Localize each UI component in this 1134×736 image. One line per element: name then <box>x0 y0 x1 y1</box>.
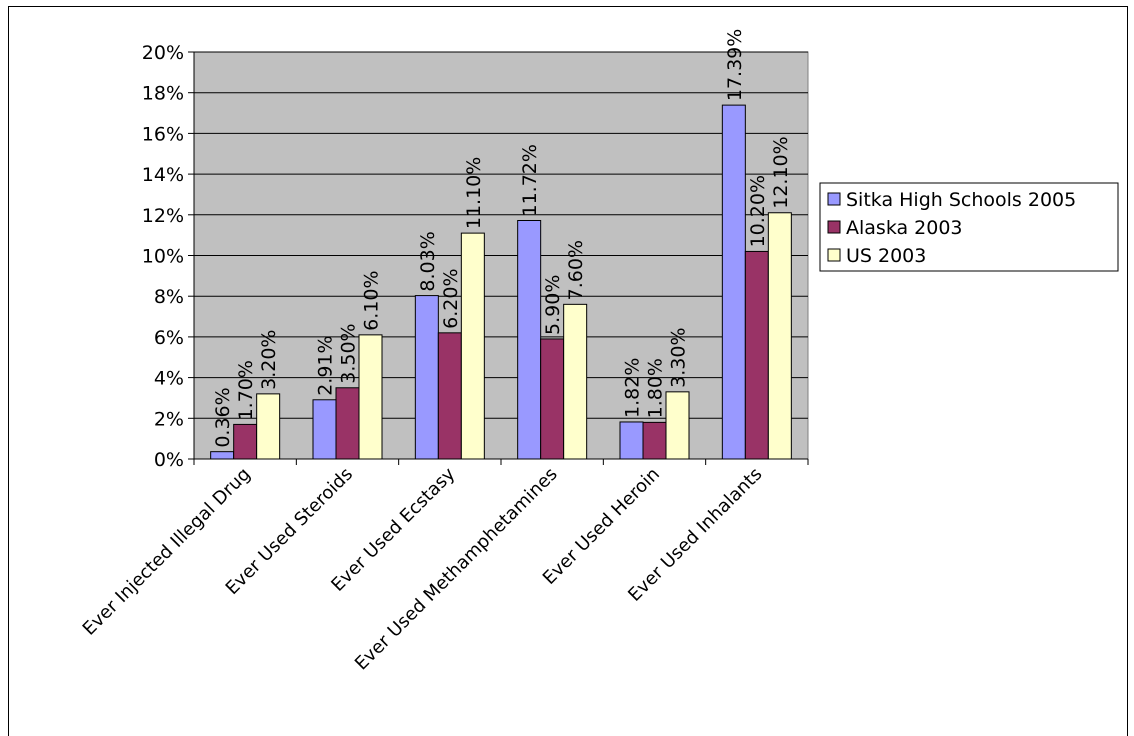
data-label: 5.90% <box>542 275 564 335</box>
bar <box>414 295 439 460</box>
legend-label: Sitka High Schools 2005 <box>846 189 1076 211</box>
bar <box>256 393 281 460</box>
axes: 0% 2% 4% 6% 8% 10% 12% 14% 16% 18% 20% <box>142 42 809 471</box>
legend: Sitka High Schools 2005 Alaska 2003 US 200… <box>819 182 1119 272</box>
y-tick-label: 20% <box>142 42 184 64</box>
data-label: 3.20% <box>258 330 280 390</box>
bar <box>210 451 235 460</box>
y-tick-label: 16% <box>142 123 184 145</box>
category-label: Ever Used Methamphetamines <box>351 464 562 675</box>
bar <box>642 421 667 460</box>
legend-swatch <box>827 192 841 206</box>
legend-label: Alaska 2003 <box>846 217 963 239</box>
y-tick-label: 6% <box>154 327 184 349</box>
y-tick-label: 18% <box>142 83 184 105</box>
data-label: 12.10% <box>770 136 792 208</box>
legend-label: US 2003 <box>846 245 926 267</box>
y-tick-label: 14% <box>142 164 184 186</box>
y-tick-label: 8% <box>154 286 184 308</box>
legend-box <box>819 182 1119 272</box>
bars <box>210 104 792 460</box>
plot-area <box>193 51 809 460</box>
legend-swatch <box>827 248 841 262</box>
data-label: 6.10% <box>361 271 383 331</box>
data-label: 11.10% <box>463 157 485 229</box>
data-label: 8.03% <box>417 231 439 291</box>
bar <box>563 303 588 460</box>
y-tick-label: 10% <box>142 246 184 268</box>
data-label: 2.91% <box>315 335 337 395</box>
bar <box>312 399 337 460</box>
data-label: 10.20% <box>747 175 769 247</box>
bar <box>767 212 792 460</box>
y-tick-label: 12% <box>142 205 184 227</box>
bar <box>517 219 542 460</box>
data-label: 1.82% <box>622 358 644 418</box>
bar <box>358 334 383 460</box>
bar <box>233 423 258 460</box>
data-label: 0.36% <box>212 387 234 447</box>
category-label: Ever Injected Illegal Drug <box>79 464 255 640</box>
bar <box>665 391 690 460</box>
bar <box>619 421 644 460</box>
bar <box>721 104 746 460</box>
data-label: 3.50% <box>338 323 360 383</box>
y-tick-label: 4% <box>154 368 184 390</box>
bar <box>744 250 769 460</box>
bar <box>437 332 462 460</box>
bar <box>335 387 360 460</box>
bar <box>540 338 565 460</box>
data-label: 17.39% <box>724 29 746 101</box>
data-label: 7.60% <box>565 240 587 300</box>
data-label: 1.80% <box>645 358 667 418</box>
data-label: 3.30% <box>668 327 690 387</box>
data-label: 6.20% <box>440 268 462 328</box>
legend-swatch <box>827 220 841 234</box>
y-tick-label: 2% <box>154 408 184 430</box>
data-label: 11.72% <box>519 144 541 216</box>
y-tick-label: 0% <box>154 449 184 471</box>
data-labels: 0.36% 2.91% 8.03% 11.72% 1.82% 17.39% 1.70% 3.5… <box>212 29 792 448</box>
data-label: 1.70% <box>235 360 257 420</box>
bar <box>460 232 485 460</box>
